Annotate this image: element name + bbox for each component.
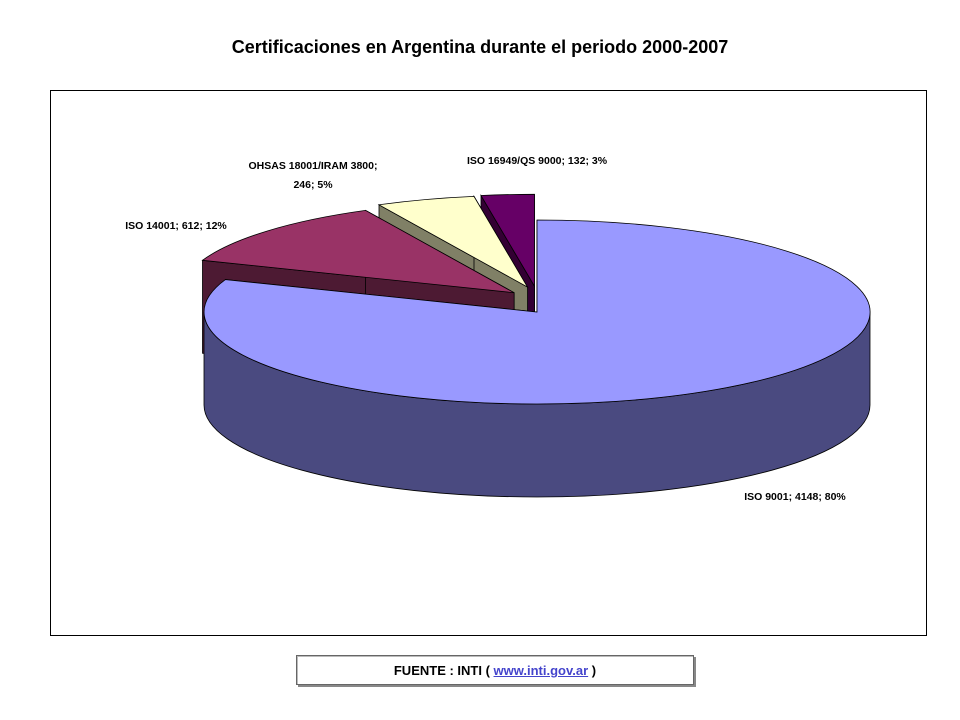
data-label: ISO 9001; 4148; 80% [744, 491, 846, 503]
slice [480, 193, 535, 288]
data-label-line: 246; 5% [293, 179, 333, 191]
chart-title: Certificaciones en Argentina durante el … [232, 37, 729, 57]
data-label: ISO 16949/QS 9000; 132; 3% [467, 155, 608, 167]
data-label-line: OHSAS 18001/IRAM 3800; [249, 160, 378, 172]
slice [203, 219, 871, 498]
pie [201, 193, 871, 498]
slice [377, 195, 529, 289]
source-prefix: FUENTE : INTI ( [393, 663, 490, 678]
source-suffix: ) [591, 663, 597, 678]
source-box: FUENTE : INTI ( www.inti.gov.ar ) [296, 655, 694, 685]
slice [203, 219, 871, 405]
slice [201, 209, 515, 294]
data-label: ISO 14001; 612; 12% [125, 220, 227, 232]
source-link[interactable]: www.inti.gov.ar [493, 663, 589, 678]
data-label: OHSAS 18001/IRAM 3800; 246; 5% [249, 160, 378, 191]
